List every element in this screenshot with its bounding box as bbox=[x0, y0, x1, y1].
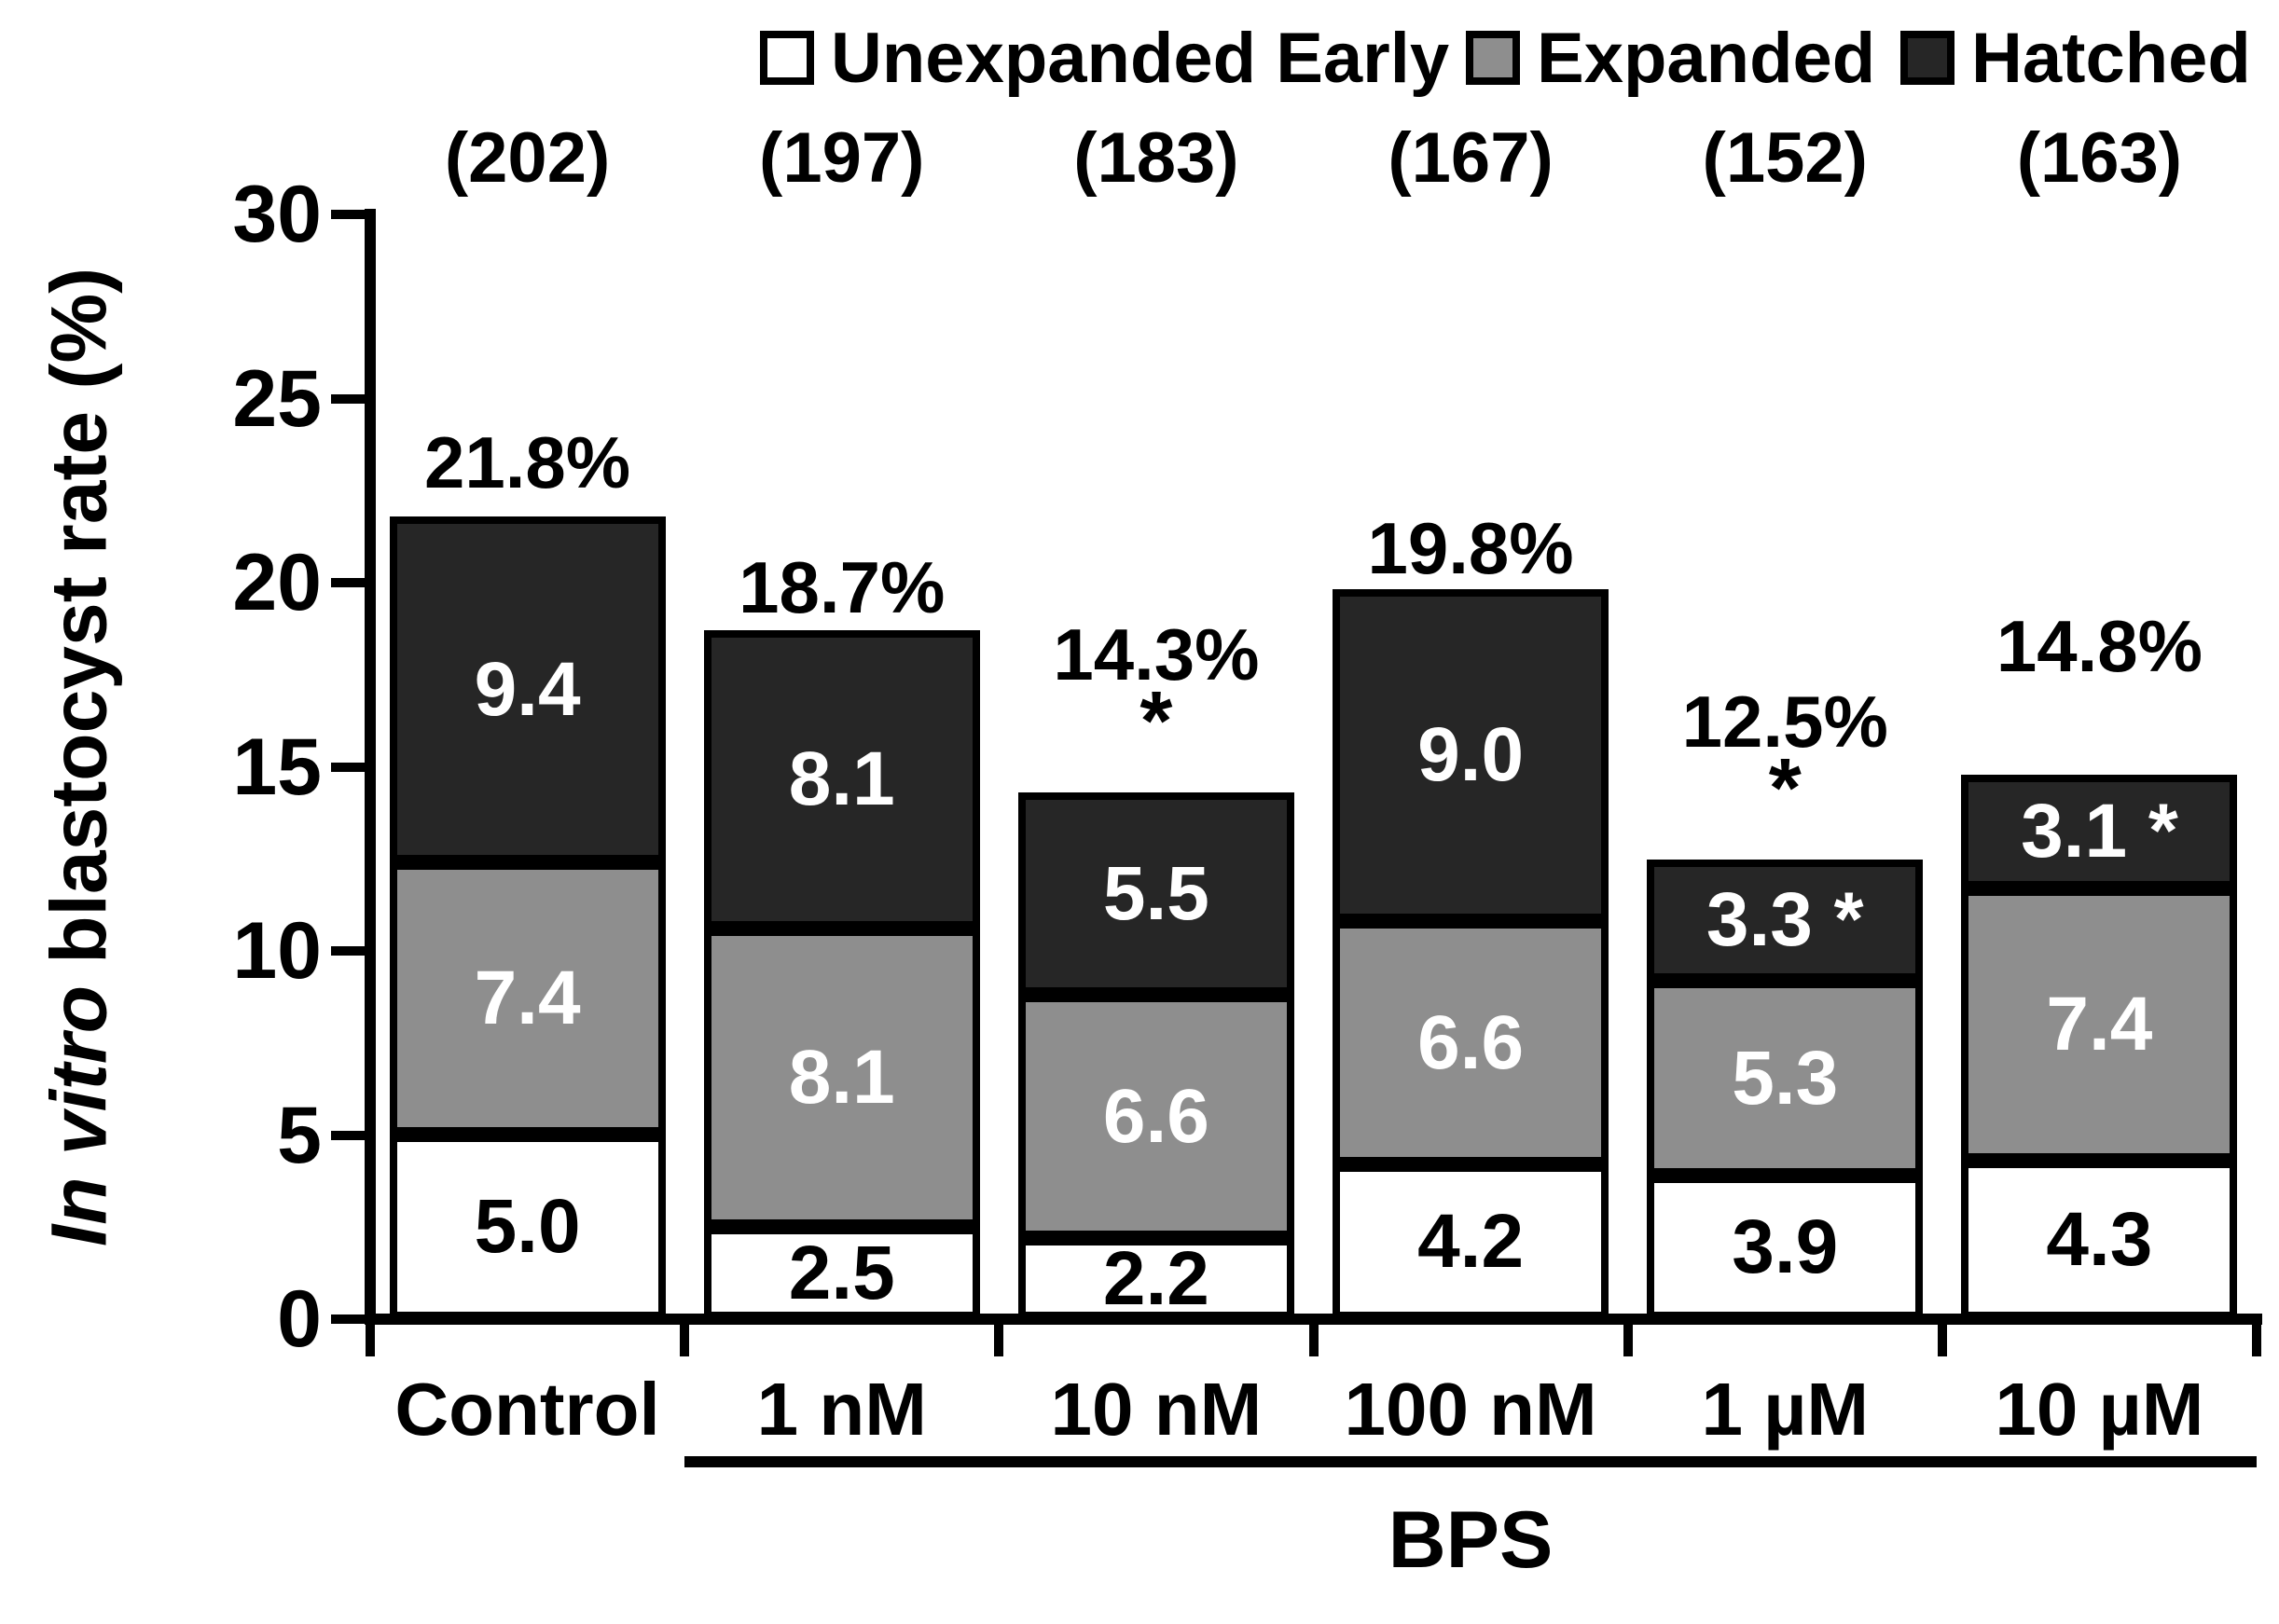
x-tick-5 bbox=[1937, 1323, 1947, 1356]
y-axis-title-rest: blastocyst rate (%) bbox=[35, 267, 123, 986]
bar-1-µm-value-expanded: 5.3 bbox=[1732, 1035, 1839, 1121]
legend-item-unexpanded: Unexpanded Early bbox=[760, 15, 1449, 101]
y-tick-label-20: 20 bbox=[232, 538, 322, 627]
y-axis-title: In vitro blastocyst rate (%) bbox=[35, 268, 125, 1246]
y-tick-5 bbox=[331, 1130, 365, 1140]
bar-10-nm-value-expanded: 6.6 bbox=[1102, 1073, 1209, 1159]
bar-10-nm-segment-unexpanded bbox=[1017, 1238, 1294, 1319]
x-tick-2 bbox=[994, 1323, 1004, 1356]
y-tick-30 bbox=[331, 210, 365, 219]
bar-10-µm-value-expanded: 7.4 bbox=[2046, 982, 2153, 1067]
legend-item-expanded: Expanded bbox=[1466, 15, 1875, 101]
y-tick-15 bbox=[331, 762, 365, 772]
bar-100-nm-segment-hatched bbox=[1333, 589, 1609, 921]
bar-1-µm-segment-unexpanded bbox=[1647, 1176, 1924, 1319]
legend-label-expanded: Expanded bbox=[1537, 18, 1876, 98]
legend-label-hatched: Hatched bbox=[1971, 18, 2251, 98]
total-asterisk-1-µm: * bbox=[1768, 742, 1802, 835]
total-asterisk-10-nm: * bbox=[1140, 675, 1173, 768]
x-label-100-nm: 100 nM bbox=[1344, 1368, 1597, 1451]
bar-100-nm-segment-expanded bbox=[1333, 921, 1609, 1164]
count-label-10-µm: (163) bbox=[2016, 118, 2183, 198]
y-tick-label-30: 30 bbox=[232, 170, 322, 259]
legend-swatch-unexpanded-icon bbox=[760, 31, 814, 85]
bar-10-nm-segment-expanded bbox=[1017, 995, 1294, 1238]
x-tick-4 bbox=[1623, 1323, 1633, 1356]
bar-1-µm-segment-hatched bbox=[1647, 860, 1924, 981]
y-tick-25 bbox=[331, 393, 365, 404]
y-tick-0 bbox=[331, 1314, 365, 1324]
total-label-10-µm: 14.8% bbox=[1996, 605, 2203, 687]
bar-control-value-expanded: 7.4 bbox=[474, 956, 581, 1040]
x-label-10-nm: 10 nM bbox=[1050, 1368, 1263, 1451]
bar-1-nm-segment-unexpanded bbox=[703, 1227, 980, 1319]
count-label-100-nm: (167) bbox=[1388, 118, 1554, 198]
y-tick-10 bbox=[331, 946, 365, 956]
x-tick-0 bbox=[366, 1323, 375, 1356]
total-label-1-nm: 18.7% bbox=[739, 546, 946, 628]
legend-swatch-hatched-icon bbox=[1900, 31, 1954, 85]
bar-1-nm-value-unexpanded: 2.5 bbox=[788, 1230, 895, 1315]
y-axis-line bbox=[365, 209, 376, 1325]
total-label-control: 21.8% bbox=[423, 421, 631, 503]
bar-1-nm-segment-hatched bbox=[703, 630, 980, 929]
bar-1-µm-value-hatched: 3.3 * bbox=[1706, 877, 1864, 962]
x-tick-6 bbox=[2252, 1323, 2261, 1356]
total-label-1-µm: 12.5% bbox=[1681, 681, 1888, 763]
bar-10-µm-segment-hatched bbox=[1961, 775, 2238, 888]
bar-10-µm-value-hatched: 3.1 * bbox=[2021, 789, 2178, 874]
y-tick-label-10: 10 bbox=[232, 906, 322, 996]
total-label-100-nm: 19.8% bbox=[1367, 507, 1574, 589]
bar-10-nm-value-unexpanded: 2.2 bbox=[1102, 1235, 1209, 1321]
bar-10-µm-value-unexpanded: 4.3 bbox=[2046, 1197, 2153, 1282]
bar-1-µm-segment-expanded bbox=[1647, 981, 1924, 1176]
bar-100-nm-value-hatched: 9.0 bbox=[1417, 712, 1525, 797]
bar-1-nm-value-expanded: 8.1 bbox=[788, 1035, 895, 1120]
y-axis-title-italic: In vitro bbox=[35, 985, 123, 1247]
bar-1-nm-segment-expanded bbox=[703, 929, 980, 1227]
group-span-line bbox=[684, 1456, 2257, 1467]
x-label-control: Control bbox=[394, 1368, 660, 1451]
y-tick-label-0: 0 bbox=[277, 1274, 322, 1364]
bar-1-µm-value-unexpanded: 3.9 bbox=[1732, 1204, 1839, 1289]
count-label-control: (202) bbox=[444, 118, 611, 198]
x-tick-3 bbox=[1308, 1323, 1319, 1356]
bar-100-nm-value-unexpanded: 4.2 bbox=[1417, 1199, 1525, 1284]
bar-100-nm-segment-unexpanded bbox=[1333, 1164, 1609, 1319]
bar-10-nm-segment-hatched bbox=[1017, 792, 1294, 995]
legend-item-hatched: Hatched bbox=[1900, 15, 2251, 101]
x-tick-1 bbox=[680, 1323, 690, 1356]
bar-control-segment-unexpanded bbox=[389, 1135, 666, 1319]
bar-10-µm-segment-unexpanded bbox=[1961, 1161, 2238, 1319]
bar-100-nm-value-expanded: 6.6 bbox=[1417, 999, 1525, 1085]
x-label-1-nm: 1 nM bbox=[756, 1368, 927, 1451]
x-label-10-µm: 10 µM bbox=[1995, 1368, 2204, 1451]
y-tick-label-5: 5 bbox=[277, 1090, 322, 1180]
bar-control-segment-hatched bbox=[389, 516, 666, 862]
bar-control-segment-expanded bbox=[389, 862, 666, 1135]
y-tick-label-25: 25 bbox=[232, 353, 322, 444]
legend-label-unexpanded: Unexpanded Early bbox=[831, 18, 1450, 98]
count-label-1-µm: (152) bbox=[1702, 118, 1868, 198]
bar-10-µm-segment-expanded bbox=[1961, 888, 2238, 1161]
legend-swatch-expanded-icon bbox=[1466, 31, 1520, 85]
bar-control-value-hatched: 9.4 bbox=[474, 646, 581, 732]
count-label-1-nm: (197) bbox=[759, 118, 925, 198]
y-tick-label-15: 15 bbox=[232, 722, 322, 812]
x-label-1-µm: 1 µM bbox=[1701, 1368, 1869, 1451]
bar-1-nm-value-hatched: 8.1 bbox=[788, 736, 895, 821]
count-label-10-nm: (183) bbox=[1073, 118, 1239, 198]
total-label-10-nm: 14.3% bbox=[1053, 613, 1260, 695]
bar-10-nm-value-hatched: 5.5 bbox=[1102, 850, 1209, 936]
y-tick-20 bbox=[331, 578, 365, 587]
bar-control-value-unexpanded: 5.0 bbox=[474, 1184, 581, 1269]
legend: Unexpanded Early Expanded Hatched bbox=[0, 0, 2279, 103]
group-label-bps: BPS bbox=[1388, 1495, 1554, 1585]
